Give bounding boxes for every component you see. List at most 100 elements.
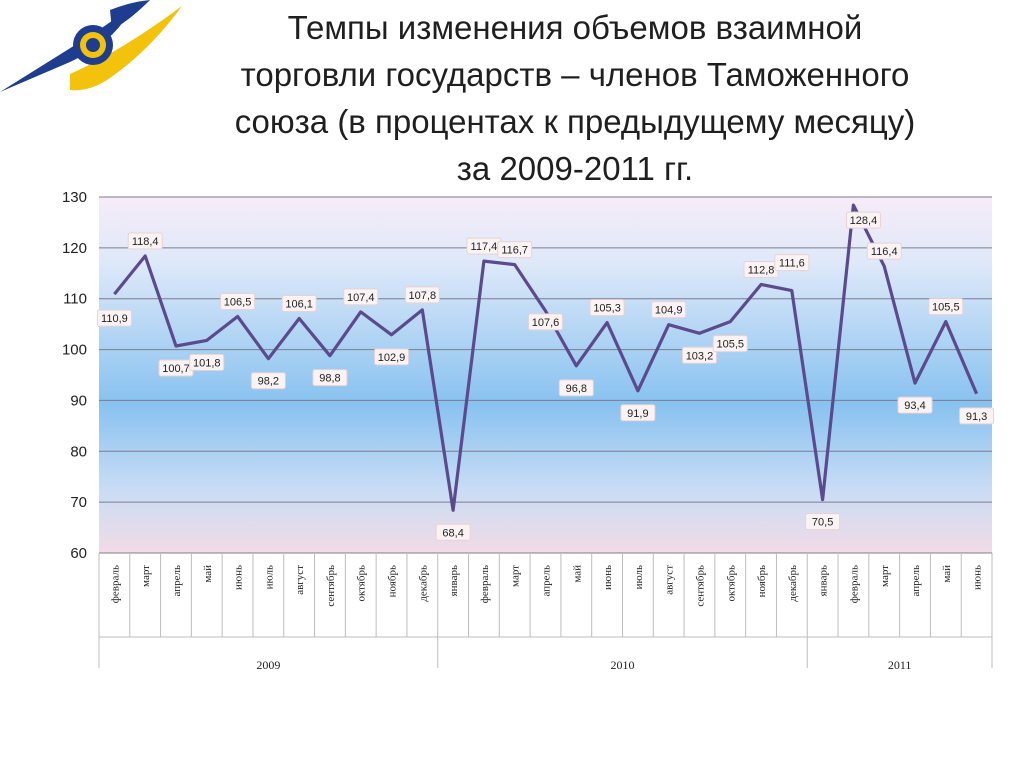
title-line: за 2009-2011 гг. <box>456 150 694 187</box>
x-tick-label: сентябрь <box>325 565 337 607</box>
data-label: 111,6 <box>774 254 810 272</box>
data-label-box <box>558 379 594 397</box>
data-label-box <box>374 348 410 366</box>
x-tick-label: октябрь <box>725 565 737 602</box>
data-label-text: 106,1 <box>285 299 313 311</box>
x-tick-label: февраль <box>848 565 860 603</box>
data-label-box <box>343 288 379 306</box>
year-label: 2011 <box>888 658 912 672</box>
y-tick-label: 120 <box>62 240 87 257</box>
data-label-text: 98,2 <box>258 376 279 388</box>
data-label-text: 111,6 <box>779 258 805 270</box>
data-label-text: 116,7 <box>501 245 528 257</box>
x-tick-label: декабрь <box>417 565 429 602</box>
data-label: 96,8 <box>558 379 594 397</box>
x-tick-label: май <box>571 565 583 583</box>
data-label: 104,9 <box>651 301 687 319</box>
data-label: 116,4 <box>866 242 902 260</box>
x-tick-label: январь <box>448 565 460 596</box>
data-label-box <box>312 369 348 387</box>
x-tick-label: август <box>664 565 676 595</box>
data-label: 103,2 <box>681 346 717 364</box>
data-label: 106,5 <box>220 293 256 311</box>
title-line: торговли государств – членов Таможенного <box>240 56 910 93</box>
data-label: 116,7 <box>497 241 533 259</box>
data-label: 112,8 <box>743 260 779 278</box>
x-tick-label: март <box>510 565 522 587</box>
data-label-box <box>805 513 841 531</box>
data-label-box <box>651 301 687 319</box>
y-tick-label: 90 <box>70 392 87 409</box>
data-label-box <box>220 293 256 311</box>
data-label: 91,3 <box>959 407 995 425</box>
data-label: 107,8 <box>404 286 440 304</box>
data-label-box <box>497 241 533 259</box>
data-label: 105,5 <box>712 335 748 353</box>
x-tick-label: май <box>202 565 214 583</box>
data-label: 68,4 <box>435 523 471 541</box>
title-line: союза (в процентах к предыдущему месяцу) <box>234 103 916 140</box>
x-tick-label: июль <box>263 565 275 589</box>
data-label-text: 105,5 <box>716 339 744 351</box>
data-label-text: 105,5 <box>932 302 960 314</box>
data-label-text: 70,5 <box>812 517 833 529</box>
data-label: 101,8 <box>189 353 225 371</box>
y-tick-label: 60 <box>70 545 87 562</box>
data-label-box <box>528 313 563 331</box>
x-tick-label: ноябрь <box>387 565 399 597</box>
y-tick-label: 130 <box>62 189 87 206</box>
y-axis: 60 70 80 90 100 110 120 130 <box>62 189 87 562</box>
data-label: 100,7 <box>158 359 194 377</box>
y-tick-label: 110 <box>63 291 87 308</box>
data-label-text: 100,7 <box>162 363 190 375</box>
data-label-text: 106,5 <box>224 297 252 309</box>
data-label: 107,6 <box>528 313 563 331</box>
data-label-text: 96,8 <box>566 383 587 395</box>
data-label-box <box>845 211 881 229</box>
data-label-text: 117,4 <box>471 241 498 253</box>
series-line <box>113 203 979 512</box>
data-label-text: 104,9 <box>655 305 683 317</box>
x-tick-label: март <box>140 565 152 587</box>
data-label-box <box>127 232 163 250</box>
data-label-box <box>281 295 317 313</box>
data-label-box <box>404 286 440 304</box>
data-label-box <box>620 404 656 422</box>
data-label: 117,4 <box>466 237 502 255</box>
x-tick-label: апрель <box>910 565 922 597</box>
data-label: 93,4 <box>897 396 933 414</box>
year-label: 2010 <box>610 658 634 672</box>
data-label-box <box>189 353 225 371</box>
data-label-text: 93,4 <box>904 400 925 412</box>
data-label-text: 110,9 <box>101 313 128 325</box>
y-tick-label: 70 <box>70 494 87 511</box>
data-label-box <box>774 254 810 272</box>
x-tick-label: октябрь <box>356 565 368 602</box>
y-tick-label: 100 <box>62 342 87 359</box>
x-axis: февраль март апрель май июнь июль август сентяб… <box>98 553 993 672</box>
x-tick-label: апрель <box>171 565 183 597</box>
line-chart: 60 70 80 90 100 110 120 130 февраль март апрель ма… <box>62 189 995 672</box>
plot-area <box>99 197 992 553</box>
data-label: 107,4 <box>343 288 379 306</box>
data-label-text: 91,3 <box>966 411 987 423</box>
x-tick-label: июль <box>633 565 645 589</box>
data-label: 128,4 <box>845 211 881 229</box>
x-tick-label: декабрь <box>787 565 799 602</box>
data-label-text: 107,8 <box>409 290 437 302</box>
data-label-text: 116,4 <box>871 246 898 258</box>
slide-title: Темпы изменения объемов взаимной торговл… <box>190 4 960 192</box>
data-label: 70,5 <box>805 513 841 531</box>
data-label-box <box>959 407 995 425</box>
data-label-box <box>928 298 964 316</box>
data-label-text: 68,4 <box>442 527 463 539</box>
x-tick-label: февраль <box>479 565 491 603</box>
x-tick-label: июнь <box>972 565 984 590</box>
data-label-box <box>681 346 717 364</box>
x-tick-label: февраль <box>109 565 121 603</box>
x-tick-label: июнь <box>602 565 614 590</box>
grid-lines <box>99 196 992 554</box>
data-label-box <box>250 372 286 390</box>
data-label-text: 103,2 <box>686 350 714 362</box>
x-tick-label: январь <box>818 565 830 596</box>
